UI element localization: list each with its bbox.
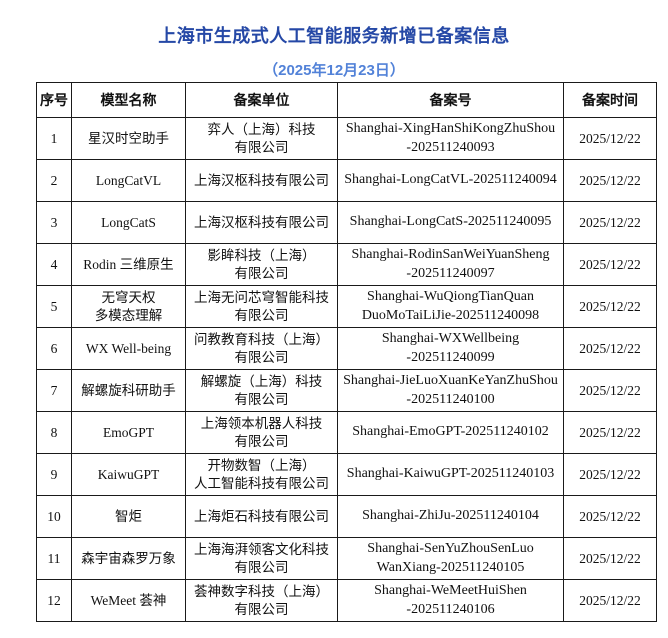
cell-date: 2025/12/22 bbox=[563, 453, 657, 496]
cell-model: LongCatVL bbox=[71, 159, 186, 202]
column-header-reg-no: 备案号 bbox=[337, 82, 564, 118]
cell-company: 上海炬石科技有限公司 bbox=[185, 495, 338, 538]
table-row: 9 KaiwuGPT 开物数智（上海） 人工智能科技有限公司 Shanghai-… bbox=[36, 453, 657, 496]
cell-index: 2 bbox=[36, 159, 72, 202]
cell-reg-no: Shanghai-LongCatS-202511240095 bbox=[337, 201, 564, 244]
cell-model: 森宇宙森罗万象 bbox=[71, 537, 186, 580]
cell-reg-no: Shanghai-EmoGPT-202511240102 bbox=[337, 411, 564, 454]
cell-date: 2025/12/22 bbox=[563, 159, 657, 202]
cell-reg-no: Shanghai-LongCatVL-202511240094 bbox=[337, 159, 564, 202]
cell-date: 2025/12/22 bbox=[563, 537, 657, 580]
cell-date: 2025/12/22 bbox=[563, 327, 657, 370]
cell-company: 问教教育科技（上海） 有限公司 bbox=[185, 327, 338, 370]
column-header-model: 模型名称 bbox=[71, 82, 186, 118]
cell-index: 1 bbox=[36, 117, 72, 160]
cell-company: 影眸科技（上海） 有限公司 bbox=[185, 243, 338, 286]
cell-model: WX Well-being bbox=[71, 327, 186, 370]
column-header-date: 备案时间 bbox=[563, 82, 657, 118]
table-row: 2 LongCatVL 上海汉枢科技有限公司 Shanghai-LongCatV… bbox=[36, 159, 657, 202]
cell-index: 10 bbox=[36, 495, 72, 538]
cell-company: 上海汉枢科技有限公司 bbox=[185, 201, 338, 244]
cell-index: 11 bbox=[36, 537, 72, 580]
table-row: 1 星汉时空助手 弈人（上海）科技 有限公司 Shanghai-XingHanS… bbox=[36, 117, 657, 160]
cell-reg-no: Shanghai-WuQiongTianQuan DuoMoTaiLiJie-2… bbox=[337, 285, 564, 328]
cell-model: 无穹天权 多模态理解 bbox=[71, 285, 186, 328]
cell-model: 解螺旋科研助手 bbox=[71, 369, 186, 412]
cell-index: 3 bbox=[36, 201, 72, 244]
cell-index: 12 bbox=[36, 579, 72, 622]
cell-reg-no: Shanghai-WXWellbeing -202511240099 bbox=[337, 327, 564, 370]
cell-index: 8 bbox=[36, 411, 72, 454]
cell-date: 2025/12/22 bbox=[563, 411, 657, 454]
cell-model: KaiwuGPT bbox=[71, 453, 186, 496]
cell-date: 2025/12/22 bbox=[563, 243, 657, 286]
page-subtitle: （2025年12月23日） bbox=[263, 62, 405, 79]
cell-reg-no: Shanghai-XingHanShiKongZhuShou -20251124… bbox=[337, 117, 564, 160]
cell-company: 荟神数字科技（上海） 有限公司 bbox=[185, 579, 338, 622]
cell-model: 智炬 bbox=[71, 495, 186, 538]
cell-reg-no: Shanghai-SenYuZhouSenLuo WanXiang-202511… bbox=[337, 537, 564, 580]
cell-date: 2025/12/22 bbox=[563, 369, 657, 412]
cell-company: 开物数智（上海） 人工智能科技有限公司 bbox=[185, 453, 338, 496]
cell-model: EmoGPT bbox=[71, 411, 186, 454]
table-row: 3 LongCatS 上海汉枢科技有限公司 Shanghai-LongCatS-… bbox=[36, 201, 657, 244]
cell-reg-no: Shanghai-WeMeetHuiShen -202511240106 bbox=[337, 579, 564, 622]
cell-model: LongCatS bbox=[71, 201, 186, 244]
cell-company: 上海海湃领客文化科技 有限公司 bbox=[185, 537, 338, 580]
column-header-index: 序号 bbox=[36, 82, 72, 118]
table-row: 5 无穹天权 多模态理解 上海无问芯穹智能科技 有限公司 Shanghai-Wu… bbox=[36, 285, 657, 328]
cell-index: 7 bbox=[36, 369, 72, 412]
cell-date: 2025/12/22 bbox=[563, 495, 657, 538]
cell-company: 上海无问芯穹智能科技 有限公司 bbox=[185, 285, 338, 328]
cell-company: 解螺旋（上海）科技 有限公司 bbox=[185, 369, 338, 412]
table-row: 12 WeMeet 荟神 荟神数字科技（上海） 有限公司 Shanghai-We… bbox=[36, 579, 657, 622]
cell-date: 2025/12/22 bbox=[563, 285, 657, 328]
page-title: 上海市生成式人工智能服务新增已备案信息 bbox=[158, 26, 510, 46]
table-row: 8 EmoGPT 上海领本机器人科技 有限公司 Shanghai-EmoGPT-… bbox=[36, 411, 657, 454]
cell-reg-no: Shanghai-RodinSanWeiYuanSheng -202511240… bbox=[337, 243, 564, 286]
cell-date: 2025/12/22 bbox=[563, 579, 657, 622]
table-row: 7 解螺旋科研助手 解螺旋（上海）科技 有限公司 Shanghai-JieLuo… bbox=[36, 369, 657, 412]
cell-reg-no: Shanghai-JieLuoXuanKeYanZhuShou -2025112… bbox=[337, 369, 564, 412]
table-row: 11 森宇宙森罗万象 上海海湃领客文化科技 有限公司 Shanghai-SenY… bbox=[36, 537, 657, 580]
cell-date: 2025/12/22 bbox=[563, 117, 657, 160]
table-row: 4 Rodin 三维原生 影眸科技（上海） 有限公司 Shanghai-Rodi… bbox=[36, 243, 657, 286]
table-row: 6 WX Well-being 问教教育科技（上海） 有限公司 Shanghai… bbox=[36, 327, 657, 370]
cell-index: 6 bbox=[36, 327, 72, 370]
cell-model: WeMeet 荟神 bbox=[71, 579, 186, 622]
table-header-row: 序号 模型名称 备案单位 备案号 备案时间 bbox=[36, 82, 657, 118]
cell-index: 9 bbox=[36, 453, 72, 496]
column-header-company: 备案单位 bbox=[185, 82, 338, 118]
cell-model: 星汉时空助手 bbox=[71, 117, 186, 160]
registration-table: 序号 模型名称 备案单位 备案号 备案时间 1 星汉时空助手 弈人（上海）科技 … bbox=[36, 82, 657, 622]
table-row: 10 智炬 上海炬石科技有限公司 Shanghai-ZhiJu-20251124… bbox=[36, 495, 657, 538]
cell-company: 上海领本机器人科技 有限公司 bbox=[185, 411, 338, 454]
cell-company: 上海汉枢科技有限公司 bbox=[185, 159, 338, 202]
cell-index: 4 bbox=[36, 243, 72, 286]
cell-index: 5 bbox=[36, 285, 72, 328]
cell-company: 弈人（上海）科技 有限公司 bbox=[185, 117, 338, 160]
cell-model: Rodin 三维原生 bbox=[71, 243, 186, 286]
cell-reg-no: Shanghai-KaiwuGPT-202511240103 bbox=[337, 453, 564, 496]
cell-date: 2025/12/22 bbox=[563, 201, 657, 244]
cell-reg-no: Shanghai-ZhiJu-202511240104 bbox=[337, 495, 564, 538]
